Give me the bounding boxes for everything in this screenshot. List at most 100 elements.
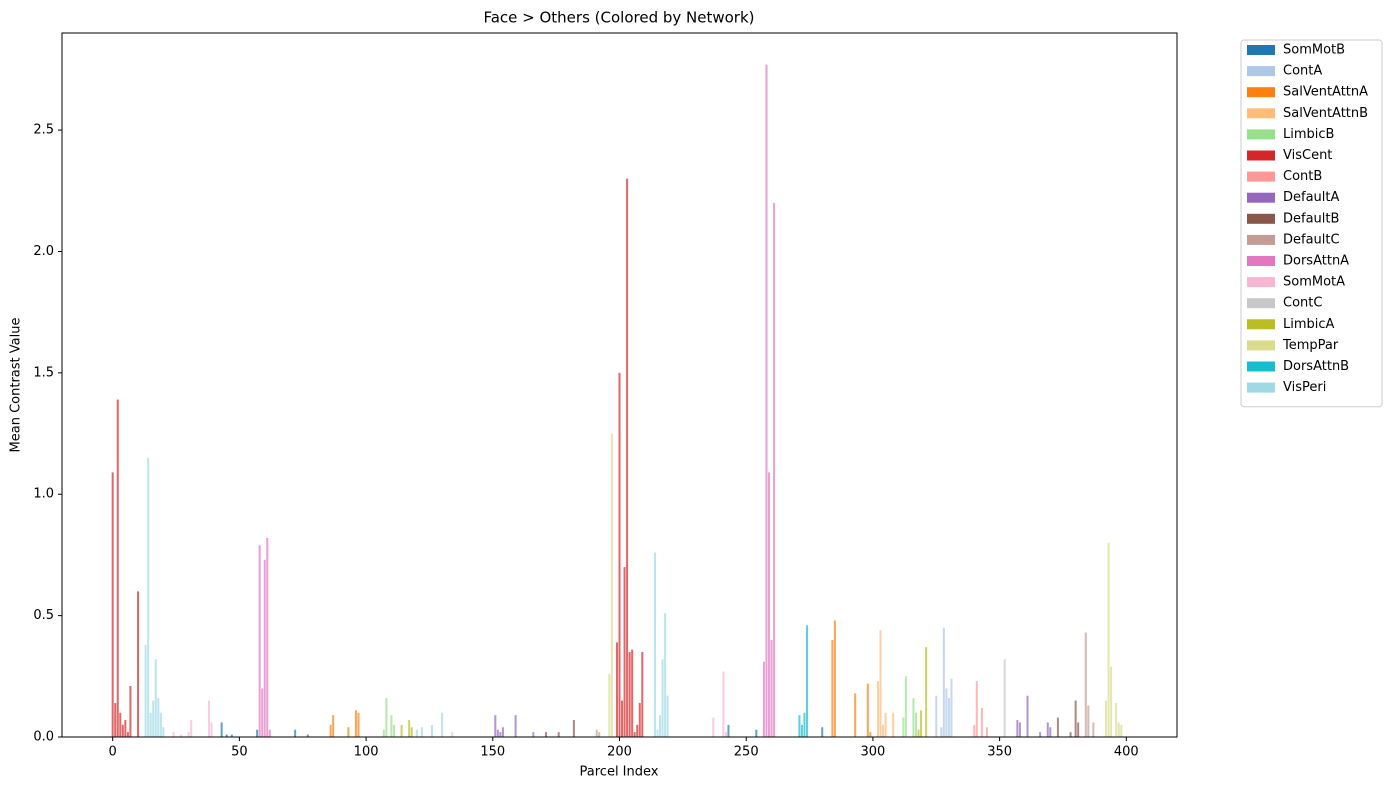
x-tick-label: 150 <box>480 745 505 760</box>
bar <box>190 720 193 737</box>
bar <box>121 724 124 737</box>
bar <box>882 724 885 737</box>
bar <box>408 720 411 737</box>
bar <box>661 659 664 737</box>
y-tick-label: 0.0 <box>33 730 54 745</box>
bar <box>803 712 806 737</box>
bar <box>608 673 611 737</box>
bar <box>664 613 667 737</box>
bar <box>119 712 122 737</box>
bar <box>1107 542 1110 737</box>
bar <box>157 698 160 737</box>
bar <box>917 729 920 737</box>
bar <box>806 625 809 737</box>
bar <box>400 724 403 737</box>
bar <box>225 734 228 737</box>
bar <box>390 715 393 737</box>
bar <box>623 567 626 737</box>
legend-swatch <box>1247 361 1275 372</box>
bar <box>628 652 631 737</box>
bar <box>557 732 560 737</box>
legend-label: ContC <box>1283 296 1322 311</box>
bar <box>514 715 517 737</box>
bar <box>727 724 730 737</box>
bar <box>722 671 725 737</box>
bar <box>980 707 983 737</box>
bar <box>831 639 834 737</box>
bar <box>942 627 945 737</box>
bar <box>329 724 332 737</box>
bar <box>767 472 771 737</box>
bar <box>765 64 768 738</box>
bar <box>410 727 413 737</box>
bar <box>210 722 213 737</box>
bar <box>162 727 165 737</box>
bar <box>268 729 271 737</box>
legend-box <box>1240 39 1383 408</box>
y-tick-label: 0.5 <box>33 608 54 623</box>
bar <box>945 688 948 737</box>
bar <box>798 715 801 737</box>
bar <box>615 642 618 737</box>
legend-swatch <box>1247 213 1275 224</box>
bar <box>494 715 497 737</box>
bar <box>220 722 223 737</box>
bar <box>876 681 879 737</box>
bar <box>950 678 953 737</box>
bar <box>172 732 175 737</box>
bar <box>892 712 895 737</box>
bar <box>985 727 988 737</box>
bar <box>975 681 978 737</box>
bar <box>641 652 644 737</box>
bar <box>430 724 433 737</box>
legend-label: ContA <box>1283 64 1322 79</box>
bar <box>636 724 639 737</box>
bar <box>884 712 887 737</box>
bar <box>294 729 297 737</box>
bar <box>610 433 613 737</box>
bar <box>1026 695 1029 737</box>
legend-swatch <box>1247 171 1275 182</box>
bar <box>833 620 836 737</box>
legend-label: VisPeri <box>1283 380 1326 395</box>
bar <box>762 661 765 737</box>
legend-swatch <box>1247 192 1275 203</box>
bar <box>306 734 309 737</box>
bar <box>382 729 385 737</box>
bar <box>111 472 114 737</box>
legend-label: DorsAttnB <box>1283 359 1349 374</box>
bar <box>1069 732 1072 737</box>
bar <box>770 639 773 737</box>
bar <box>499 732 502 737</box>
bar <box>1084 632 1087 737</box>
x-tick-label: 300 <box>860 745 885 760</box>
x-tick-label: 350 <box>987 745 1012 760</box>
bar <box>137 591 140 737</box>
bar <box>357 712 360 737</box>
legend-label: ContB <box>1283 169 1322 184</box>
bar <box>261 688 264 737</box>
legend-label: SomMotA <box>1283 275 1345 290</box>
bar <box>1105 700 1108 737</box>
bar <box>144 644 147 737</box>
bar <box>821 727 824 737</box>
y-tick-label: 1.5 <box>33 365 54 380</box>
bar <box>354 710 357 737</box>
bar <box>332 715 335 737</box>
bar <box>947 698 950 737</box>
legend-swatch <box>1247 108 1275 119</box>
legend-label: SalVentAttnB <box>1283 106 1368 121</box>
legend-swatch <box>1247 382 1275 393</box>
bar <box>724 732 727 737</box>
chart-title: Face > Others (Colored by Network) <box>483 9 754 27</box>
legend-label: DorsAttnA <box>1283 254 1349 269</box>
bar <box>114 703 117 737</box>
bar <box>126 732 129 737</box>
x-tick-label: 0 <box>109 745 117 760</box>
legend-label: DefaultC <box>1283 232 1340 247</box>
bar <box>633 732 636 737</box>
x-tick-label: 250 <box>734 745 759 760</box>
y-tick-label: 2.5 <box>33 123 54 138</box>
legend-label: LimbicB <box>1283 127 1334 142</box>
bar <box>124 720 127 737</box>
